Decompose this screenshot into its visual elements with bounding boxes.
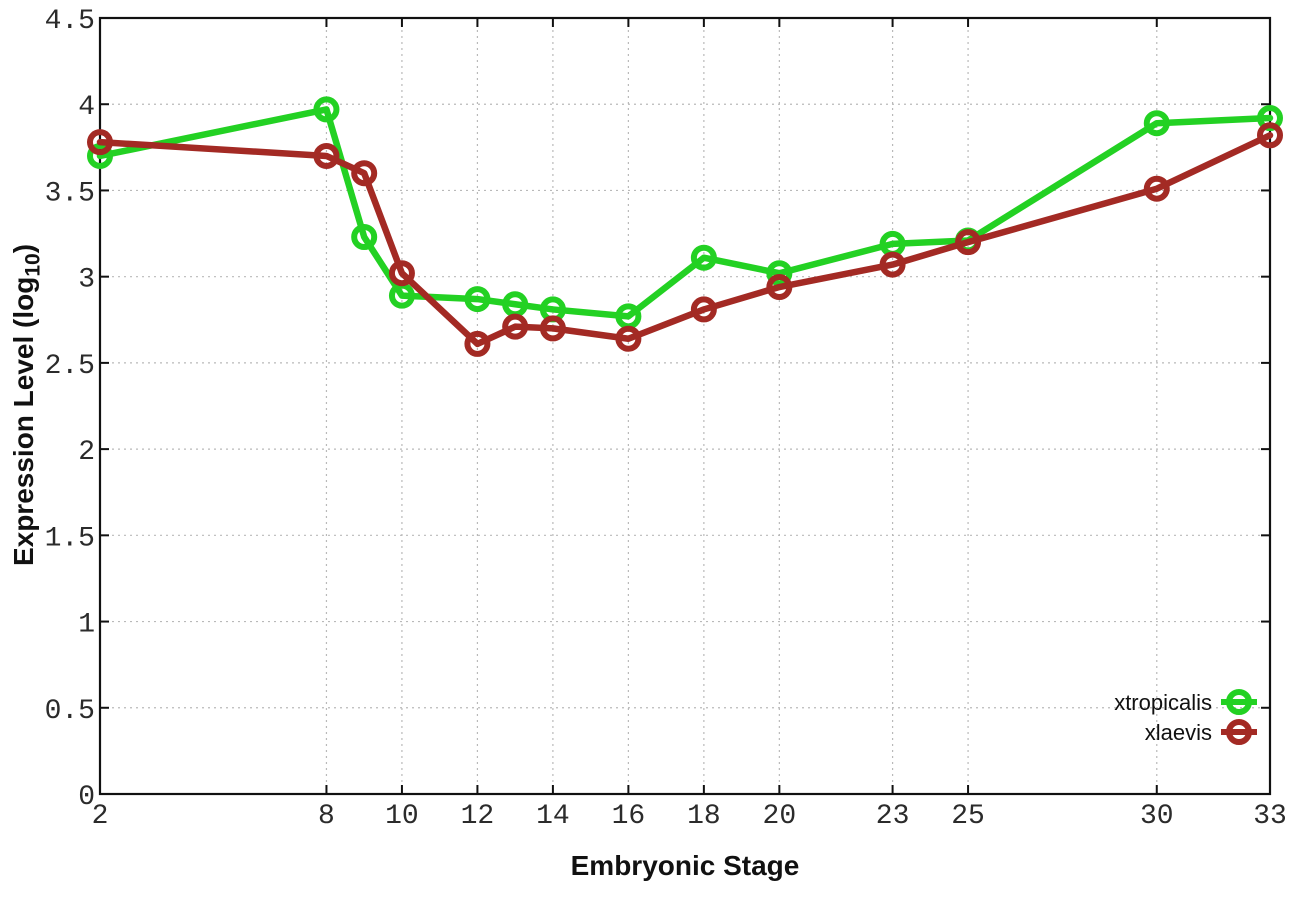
series-line-xlaevis	[96, 132, 1274, 348]
data-point-xtropicalis	[87, 142, 113, 169]
x-tick-label: 14	[536, 801, 570, 832]
x-tick-label: 12	[461, 801, 495, 832]
legend-sample-marker-xtropicalis	[1226, 689, 1252, 715]
data-point-xlaevis	[955, 229, 982, 256]
data-point-xlaevis	[464, 330, 491, 357]
y-tick-label: 4	[78, 92, 95, 123]
plot-border	[98, 16, 1272, 796]
y-tick-label: 2.5	[45, 351, 95, 382]
x-tick-label: 18	[687, 801, 721, 832]
y-axis-title-suffix: )	[8, 243, 39, 254]
data-point-xtropicalis	[1143, 110, 1170, 137]
data-point-xtropicalis	[690, 244, 717, 271]
data-point-xlaevis	[539, 315, 566, 342]
y-tick-label: 0	[78, 782, 95, 813]
x-tick-label: 25	[951, 801, 985, 832]
legend-sample-marker-xlaevis	[1226, 719, 1252, 745]
data-point-xlaevis	[690, 296, 717, 323]
legend-label-xlaevis: xlaevis	[1145, 720, 1212, 745]
y-tick-label: 4.5	[45, 6, 95, 37]
data-point-xlaevis	[388, 260, 415, 287]
data-point-xlaevis	[1257, 122, 1283, 149]
data-point-xtropicalis	[766, 260, 793, 287]
data-point-xlaevis	[879, 251, 906, 278]
data-point-xlaevis	[351, 160, 378, 187]
data-point-xlaevis	[313, 142, 340, 169]
x-tick-label: 20	[763, 801, 797, 832]
data-point-xlaevis	[502, 313, 529, 340]
y-tick-label: 0.5	[45, 696, 95, 727]
x-tick-label: 8	[318, 801, 335, 832]
data-point-xlaevis	[87, 129, 113, 156]
x-tick-label: 30	[1140, 801, 1174, 832]
y-tick-label: 2	[78, 437, 95, 468]
x-axis-title: Embryonic Stage	[570, 850, 800, 881]
x-tick-label: 23	[876, 801, 910, 832]
legend-label-xtropicalis: xtropicalis	[1114, 690, 1212, 715]
data-point-xtropicalis	[464, 286, 491, 313]
y-tick-label: 3	[78, 265, 95, 296]
y-axis-title-text: Expression Level (log	[8, 276, 39, 567]
y-tick-label: 3.5	[45, 178, 95, 209]
data-point-xtropicalis	[351, 224, 378, 251]
series-line-xtropicalis	[96, 106, 1274, 320]
x-tick-label: 10	[385, 801, 419, 832]
x-tick-label: 33	[1253, 801, 1287, 832]
y-axis-title: Expression Level (log10)	[8, 243, 45, 567]
data-point-xtropicalis	[313, 96, 340, 123]
data-point-xlaevis	[766, 274, 793, 301]
y-tick-label: 1.5	[45, 523, 95, 554]
y-tick-label: 1	[78, 610, 95, 641]
data-point-xlaevis	[615, 325, 642, 352]
data-point-xlaevis	[1143, 175, 1170, 202]
x-tick-label: 16	[612, 801, 646, 832]
y-axis-title-subscript: 10	[21, 253, 45, 277]
x-tick-label: 2	[92, 801, 109, 832]
